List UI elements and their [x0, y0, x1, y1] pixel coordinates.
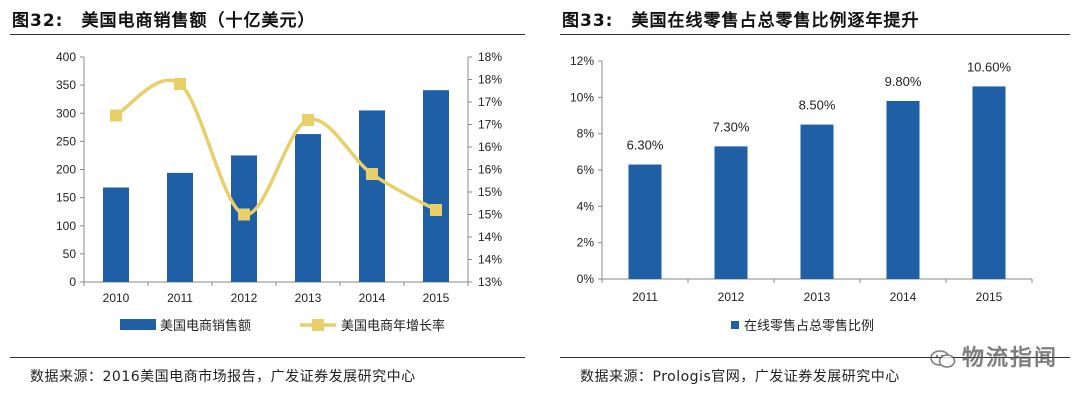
online-share-bar	[800, 124, 834, 279]
x-tick-label: 2013	[295, 291, 322, 305]
bar-data-label: 10.60%	[967, 59, 1012, 74]
left-figure-title: 图32: 美国电商销售额（十亿美元）	[12, 11, 316, 31]
bar-data-label: 7.30%	[713, 119, 750, 134]
y-tick-label: 2%	[577, 236, 595, 250]
x-tick-label: 2012	[231, 291, 258, 305]
growth-rate-marker	[238, 208, 250, 221]
left-y-tick-label: 150	[56, 191, 76, 205]
x-tick-label: 2015	[976, 290, 1003, 304]
right-y-tick-label: 14%	[478, 230, 502, 244]
bar-data-label: 8.50%	[799, 98, 836, 113]
right-source-note: 数据来源：Prologis官网，广发证券发展研究中心	[580, 369, 900, 385]
x-tick-label: 2015	[423, 291, 450, 305]
legend-bar-swatch	[120, 319, 156, 330]
y-tick-label: 8%	[577, 127, 595, 141]
right-y-tick-label: 13%	[478, 275, 502, 289]
sales-bar	[359, 110, 385, 282]
left-y-tick-label: 50	[63, 247, 77, 261]
left-chart: 0 50 100 150 200 250 300 350 400 13% 14% 14% 15% 15% 1…	[56, 50, 502, 334]
right-y-tick-label: 17%	[478, 95, 502, 109]
left-bottom-rule	[10, 357, 525, 358]
right-y-tick-label: 14%	[478, 253, 502, 267]
y-tick-label: 4%	[577, 199, 595, 213]
online-share-bar	[972, 86, 1006, 279]
left-y-tick-label: 400	[56, 50, 76, 64]
right-y-tick-label: 16%	[478, 140, 502, 154]
x-tick-label: 2011	[167, 291, 193, 305]
right-y-tick-label: 17%	[478, 118, 502, 132]
watermark-text: 物流指闻	[961, 346, 1058, 371]
online-share-bar	[886, 100, 920, 279]
left-y-tick-label: 100	[56, 219, 76, 233]
left-y-tick-label: 250	[56, 134, 76, 148]
sales-bar	[295, 134, 321, 282]
x-tick-label: 2013	[804, 290, 831, 304]
growth-rate-marker	[110, 109, 122, 122]
bar-data-label: 6.30%	[627, 138, 664, 153]
legend-bar-swatch	[731, 321, 739, 329]
right-y-tick-label: 18%	[478, 73, 502, 87]
legend-bar-label: 美国电商销售额	[160, 318, 251, 334]
x-tick-label: 2010	[103, 291, 130, 305]
wechat-icon	[930, 350, 956, 368]
sales-bar	[103, 187, 129, 282]
left-top-rule	[10, 34, 525, 35]
x-tick-label: 2014	[359, 291, 386, 305]
sales-bar	[167, 172, 193, 282]
right-figure-title: 图33: 美国在线零售占总零售比例逐年提升	[562, 11, 920, 31]
right-y-tick-label: 16%	[478, 163, 502, 177]
right-y-tick-label: 15%	[478, 208, 502, 222]
bar-data-label: 9.80%	[885, 74, 922, 89]
right-bottom-rule	[560, 357, 1070, 358]
legend-bar-label: 在线零售占总零售比例	[744, 318, 874, 334]
y-tick-label: 10%	[570, 90, 594, 104]
right-y-tick-label: 18%	[478, 50, 502, 64]
y-tick-label: 6%	[577, 163, 595, 177]
left-y-tick-label: 200	[56, 163, 76, 177]
growth-rate-marker	[366, 168, 378, 180]
watermark: 物流指闻	[930, 340, 1058, 372]
x-tick-label: 2012	[718, 290, 745, 304]
sales-bar	[423, 90, 449, 282]
left-y-tick-label: 350	[56, 78, 76, 92]
legend-line-label: 美国电商年增长率	[341, 318, 445, 334]
left-y-tick-label: 300	[56, 106, 76, 120]
left-figure-panel: 图32: 美国电商销售额（十亿美元） 0 50 100 150 200 250 300 350…	[0, 0, 535, 400]
left-source-note: 数据来源：2016美国电商市场报告，广发证券发展研究中心	[30, 369, 416, 385]
y-tick-label: 0%	[577, 272, 595, 286]
growth-rate-marker	[302, 114, 314, 126]
right-y-tick-label: 15%	[478, 185, 502, 199]
right-figure-panel: 图33: 美国在线零售占总零售比例逐年提升 0% 2% 4% 6% 8% 10% 12% 6.…	[550, 0, 1080, 400]
online-share-bar	[628, 164, 662, 279]
growth-rate-marker	[430, 204, 442, 216]
growth-rate-marker	[174, 78, 186, 90]
left-y-tick-label: 0	[69, 275, 76, 289]
growth-rate-line	[115, 78, 437, 217]
online-share-bar	[714, 146, 748, 279]
x-tick-label: 2011	[632, 290, 658, 304]
right-chart: 0% 2% 4% 6% 8% 10% 12% 6.30% 2011 7.30% 2012 8.50% 2…	[570, 54, 1033, 334]
y-tick-label: 12%	[570, 54, 594, 68]
right-top-rule	[560, 34, 1070, 35]
x-tick-label: 2014	[890, 290, 917, 304]
legend-line-marker	[312, 319, 324, 331]
